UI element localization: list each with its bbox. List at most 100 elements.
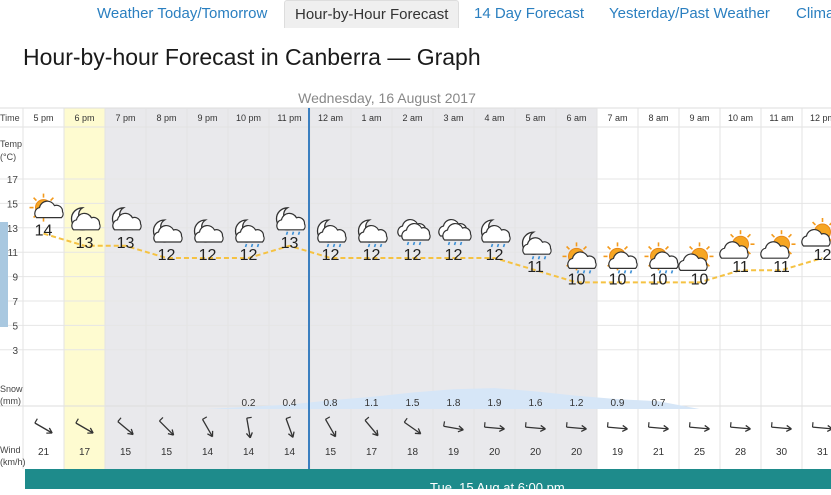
rain-drop <box>340 244 341 247</box>
sun-ray <box>731 234 734 237</box>
tab-past-weather[interactable]: Yesterday/Past Weather <box>609 0 770 27</box>
rain-drop <box>455 242 456 245</box>
hour-time-label: 12 am <box>318 113 343 123</box>
sun-ray <box>649 247 652 250</box>
rain-drop <box>381 244 382 247</box>
hour-temperature: 10 <box>650 271 668 288</box>
temp-unit-label: (°C) <box>0 152 16 162</box>
hour-time-label: 7 am <box>607 113 627 123</box>
sun-cloud-icon <box>761 230 796 258</box>
hour-temperature: 12 <box>404 247 422 264</box>
hour-wind-speed: 21 <box>38 447 50 458</box>
hour-temperature: 10 <box>609 271 627 288</box>
wind-arrow-icon <box>689 422 710 432</box>
hour-time-label: 10 pm <box>236 113 261 123</box>
hour-wind-speed: 14 <box>202 447 214 458</box>
rain-drop <box>672 270 673 273</box>
hour-time-label: 10 am <box>728 113 753 123</box>
hour-wind-speed: 17 <box>79 447 91 458</box>
sun-rain-icon <box>645 242 679 273</box>
hour-wind-speed: 14 <box>284 447 296 458</box>
rain-drop <box>408 242 409 245</box>
temp-axis-label: 5 <box>12 321 18 332</box>
wind-arrow-icon <box>771 422 792 432</box>
tab-hour-by-hour[interactable]: Hour-by-Hour Forecast <box>284 0 459 28</box>
temp-axis-label: 17 <box>7 175 19 186</box>
wind-arrow-icon <box>730 422 751 432</box>
selected-hour-label: Tue, 15 Aug at 6:00 pm <box>430 480 565 495</box>
hour-wind-speed: 20 <box>530 447 542 458</box>
forecast-tabs: Weather Today/Tomorrow Hour-by-Hour Fore… <box>0 0 831 28</box>
rain-drop <box>545 256 546 259</box>
snow-row-label: Snow <box>0 384 23 394</box>
hour-temperature: 11 <box>527 259 544 276</box>
rain-drop <box>590 270 591 273</box>
temp-row-label: Temp <box>0 139 22 149</box>
wind-arrow-icon <box>812 422 831 432</box>
hour-wind-speed: 14 <box>243 447 255 458</box>
sun-ray <box>34 198 37 201</box>
sun-ray <box>51 198 54 201</box>
sun-ray <box>813 222 816 225</box>
tab-climate[interactable]: Clima <box>796 0 831 27</box>
hour-temperature: 12 <box>322 247 340 264</box>
hour-wind-speed: 28 <box>735 447 747 458</box>
hour-temperature: 12 <box>199 247 217 264</box>
wind-unit-label: (km/h) <box>0 457 26 467</box>
hour-precipitation-value: 0.4 <box>283 398 297 409</box>
hour-time-label: 6 am <box>566 113 586 123</box>
hour-wind-speed: 31 <box>817 447 829 458</box>
hour-time-label: 11 pm <box>277 113 301 123</box>
temp-axis-label: 7 <box>12 297 18 308</box>
wind-arrow-tail <box>35 419 38 423</box>
sun-ray <box>625 247 628 250</box>
hour-time-label: 6 pm <box>74 113 94 123</box>
snow-unit-label: (mm) <box>0 396 21 406</box>
temp-axis-label: 3 <box>12 346 18 357</box>
wind-arrow-icon <box>648 422 669 432</box>
hour-temperature: 11 <box>732 259 749 276</box>
hour-temperature: 12 <box>240 247 258 264</box>
wind-arrow-tail <box>444 421 445 426</box>
hour-wind-speed: 21 <box>653 447 665 458</box>
page-title: Hour-by-hour Forecast in Canberra — Grap… <box>23 44 481 71</box>
hour-precipitation-value: 0.7 <box>652 398 666 409</box>
tab-weather-today[interactable]: Weather Today/Tomorrow <box>97 0 267 27</box>
hour-temperature: 11 <box>773 259 790 276</box>
sun-ray <box>707 247 710 250</box>
hour-time-label: 9 pm <box>197 113 217 123</box>
sun-rain-icon <box>604 242 638 273</box>
wind-arrow-tail <box>247 417 252 418</box>
hour-wind-speed: 17 <box>366 447 378 458</box>
hour-temperature: 13 <box>76 235 94 252</box>
temp-axis-label: 9 <box>12 273 18 284</box>
hour-wind-speed: 20 <box>489 447 501 458</box>
hour-temperature: 12 <box>486 247 504 264</box>
hour-wind-speed: 15 <box>325 447 337 458</box>
hour-time-label: 9 am <box>689 113 709 123</box>
selected-hour-bar[interactable]: Tue, 15 Aug at 6:00 pm <box>25 469 831 489</box>
hour-precipitation-value: 0.8 <box>324 398 338 409</box>
partly-sunny-icon <box>30 194 64 222</box>
hour-time-label: 12 pm <box>810 113 831 123</box>
forecast-graph-svg: 171513119753TimeTemp(°C)Snow(mm)Wind(km/… <box>0 86 831 469</box>
hour-wind-speed: 25 <box>694 447 706 458</box>
hour-time-label: 7 pm <box>115 113 135 123</box>
sun-ray <box>690 247 693 250</box>
hour-precipitation-value: 1.5 <box>406 398 420 409</box>
sun-ray <box>789 234 792 237</box>
sun-cloud-icon <box>802 218 831 246</box>
wind-arrow-icon <box>33 419 54 436</box>
hour-time-label: 2 am <box>402 113 422 123</box>
tab-14-day-forecast[interactable]: 14 Day Forecast <box>474 0 584 27</box>
hour-temperature: 12 <box>814 247 831 264</box>
hour-precipitation-value: 0.2 <box>242 398 256 409</box>
hour-temperature: 10 <box>691 271 709 288</box>
hour-time-label: 4 am <box>484 113 504 123</box>
wind-row-label: Wind <box>0 445 21 455</box>
rain-drop <box>631 270 632 273</box>
wind-arrow-shaft <box>813 427 831 429</box>
hour-precipitation-value: 1.8 <box>447 398 461 409</box>
hour-temperature: 10 <box>568 271 586 288</box>
rain-drop <box>299 232 300 235</box>
